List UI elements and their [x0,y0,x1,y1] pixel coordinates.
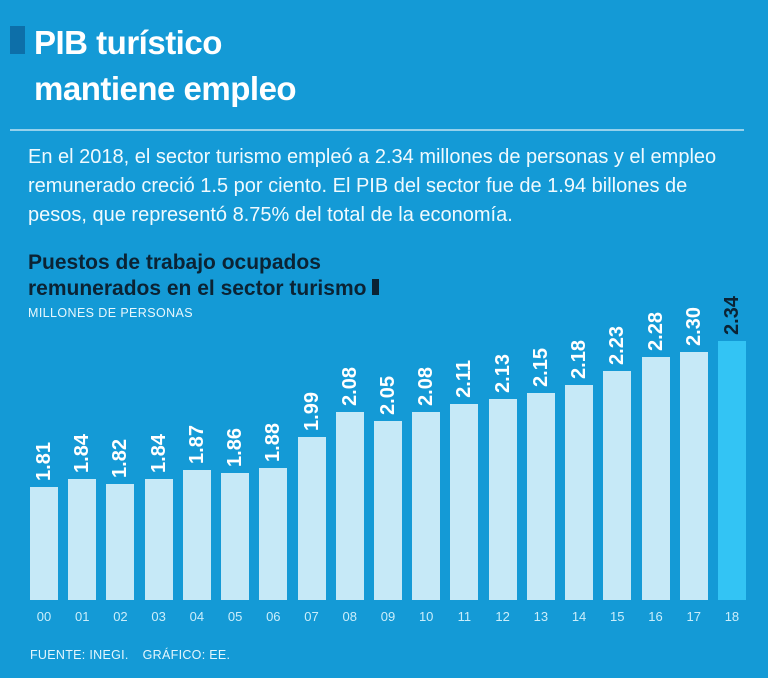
page-title: PIB turístico mantiene empleo [34,20,297,111]
bar [30,487,58,600]
bar-column: 2.23 [603,326,632,600]
bar-column: 1.86 [221,428,250,600]
intro-paragraph: En el 2018, el sector turismo empleó a 2… [28,146,717,226]
bar [68,479,97,600]
bar [106,484,135,600]
bar-column: 1.81 [30,442,58,600]
bar-column: 1.84 [68,434,97,600]
bar [488,399,517,600]
bar-value-label: 2.05 [376,376,399,415]
bar-column: 2.11 [450,360,479,600]
bar-value-label: 2.15 [529,348,552,387]
x-axis-label: 06 [266,609,281,624]
x-axis-label: 14 [571,609,587,624]
bar [259,468,288,600]
bar-column: 2.13 [488,354,517,600]
bar-column: 2.08 [412,367,441,600]
x-axis-label: 04 [189,609,205,624]
chart-header: Puestos de trabajo ocupados remunerados … [28,250,468,320]
accent-square [10,26,25,54]
x-axis-label: 08 [342,609,357,624]
bar-column: 1.88 [259,423,288,600]
source-label: FUENTE: INEGI. [30,648,129,662]
bar [717,341,746,600]
x-axis-label: 12 [495,609,510,624]
bar-value-label: 1.82 [109,439,132,478]
bar [297,437,326,600]
divider [10,129,744,131]
bars-row: 1.81 1.84 1.82 1.84 1.87 1.86 1.88 1.99 2.08 2.05… [30,296,746,600]
bar-column: 2.28 [641,312,670,600]
bar-column: 1.84 [144,434,173,600]
bar-column: 2.08 [335,367,364,600]
bar-value-label: 2.23 [606,326,629,365]
bar-value-label: 2.13 [491,354,514,393]
bar [182,470,211,600]
bar [373,421,402,600]
x-axis-label: 01 [74,609,90,624]
x-axis-label: 13 [533,609,549,624]
bar [144,479,173,600]
page-title-line1: PIB turístico [34,24,222,61]
bar-value-label: 2.18 [568,340,591,379]
bar [412,412,441,600]
bar-value-label: 2.30 [682,307,705,346]
x-axis-label: 16 [648,609,663,624]
unit-label: MILLONES DE PERSONAS [28,306,193,321]
chart-title-line1: Puestos de trabajo ocupados [28,251,321,274]
bar-value-label: 2.11 [453,360,476,398]
x-axis-label: 02 [113,609,128,624]
x-axis-label: 03 [151,609,166,624]
bar-value-label: 2.08 [338,367,361,406]
x-axis-label: 18 [724,609,740,624]
x-axis-label: 05 [227,609,243,624]
bar-value-label: 1.86 [224,428,247,467]
x-axis-label: 11 [457,609,472,624]
bar [679,352,708,600]
bar [335,412,364,600]
bar-column: 2.34 [717,296,746,600]
bar-value-label: 1.88 [262,423,285,462]
bar-column: 2.05 [373,376,402,600]
bar [221,473,250,600]
x-axis-label: 07 [304,609,319,624]
bar-column: 1.87 [182,425,211,600]
bar-value-label: 2.08 [415,367,438,406]
bar [641,357,670,600]
bar-column: 1.99 [297,392,326,600]
x-axis-row: 00 01 02 03 04 05 06 07 08 09 10 11 12 13 14 15 16 17 18 [30,609,746,624]
footer: FUENTE: INEGI. GRÁFICO: EE. [30,648,230,662]
bar-column: 2.18 [565,340,594,600]
chart-title-line2: remunerados en el sector turismo [28,276,468,302]
header: PIB turístico mantiene empleo [10,20,740,111]
bar-value-label: 1.84 [147,434,170,473]
chart-title-line2-text: remunerados en el sector turismo [28,276,367,300]
chart-title: Puestos de trabajo ocupados remunerados … [28,250,468,301]
bar-value-label: 1.87 [185,425,208,464]
bar-column: 2.30 [679,307,708,600]
page-title-line2: mantiene empleo [34,69,297,107]
bar [565,385,594,600]
bar-column: 1.82 [106,439,135,600]
x-axis-label: 10 [418,609,434,624]
bar-value-label: 2.28 [644,312,667,351]
credit-label: GRÁFICO: EE. [142,648,231,662]
bar-value-label: 2.34 [720,296,743,335]
title-marker [372,278,380,295]
bar [603,371,632,600]
bar-column: 2.15 [526,348,555,600]
bar-value-label: 1.81 [33,442,55,481]
x-axis-label: 17 [686,609,701,624]
bar-value-label: 1.99 [300,392,323,431]
x-axis-label: 00 [36,609,52,624]
bar [450,404,479,600]
x-axis-label: 09 [380,609,396,624]
bar [526,393,555,600]
bar-value-label: 1.84 [71,434,94,473]
x-axis-label: 15 [610,609,625,624]
